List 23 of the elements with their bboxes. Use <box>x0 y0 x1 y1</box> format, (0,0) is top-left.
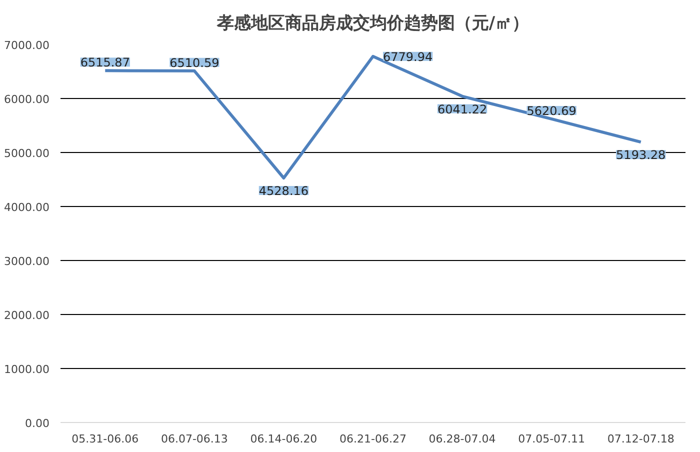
y-tick-label: 3000.00 <box>4 255 50 268</box>
y-tick-label: 7000.00 <box>4 39 50 52</box>
data-label: 6510.59 <box>170 56 220 70</box>
x-tick-label: 06.07-06.13 <box>160 432 228 446</box>
data-label: 5620.69 <box>526 104 576 118</box>
x-tick-label: 05.31-06.06 <box>72 432 139 446</box>
data-label: 6041.22 <box>437 102 488 116</box>
data-label: 6779.94 <box>383 50 433 64</box>
x-tick-label: 07.12-07.18 <box>607 432 674 446</box>
y-tick-label: 4000.00 <box>4 201 50 214</box>
y-tick-label: 1000.00 <box>4 363 50 376</box>
y-tick-label: 2000.00 <box>4 309 50 322</box>
y-tick-label: 5000.00 <box>4 147 50 160</box>
x-tick-label: 06.28-07.04 <box>428 432 496 446</box>
data-label: 5193.28 <box>616 148 666 162</box>
chart-title: 孝感地区商品房成交均价趋势图（元/㎡） <box>216 14 530 34</box>
y-tick-label: 0.00 <box>25 417 50 430</box>
x-tick-label: 07.05-07.11 <box>518 432 586 446</box>
x-tick-label: 06.21-06.27 <box>340 432 406 446</box>
y-tick-label: 6000.00 <box>4 93 50 106</box>
data-label: 4528.16 <box>258 184 309 198</box>
data-label: 6515.87 <box>80 56 130 70</box>
x-tick-label: 06.14-06.20 <box>250 432 318 446</box>
